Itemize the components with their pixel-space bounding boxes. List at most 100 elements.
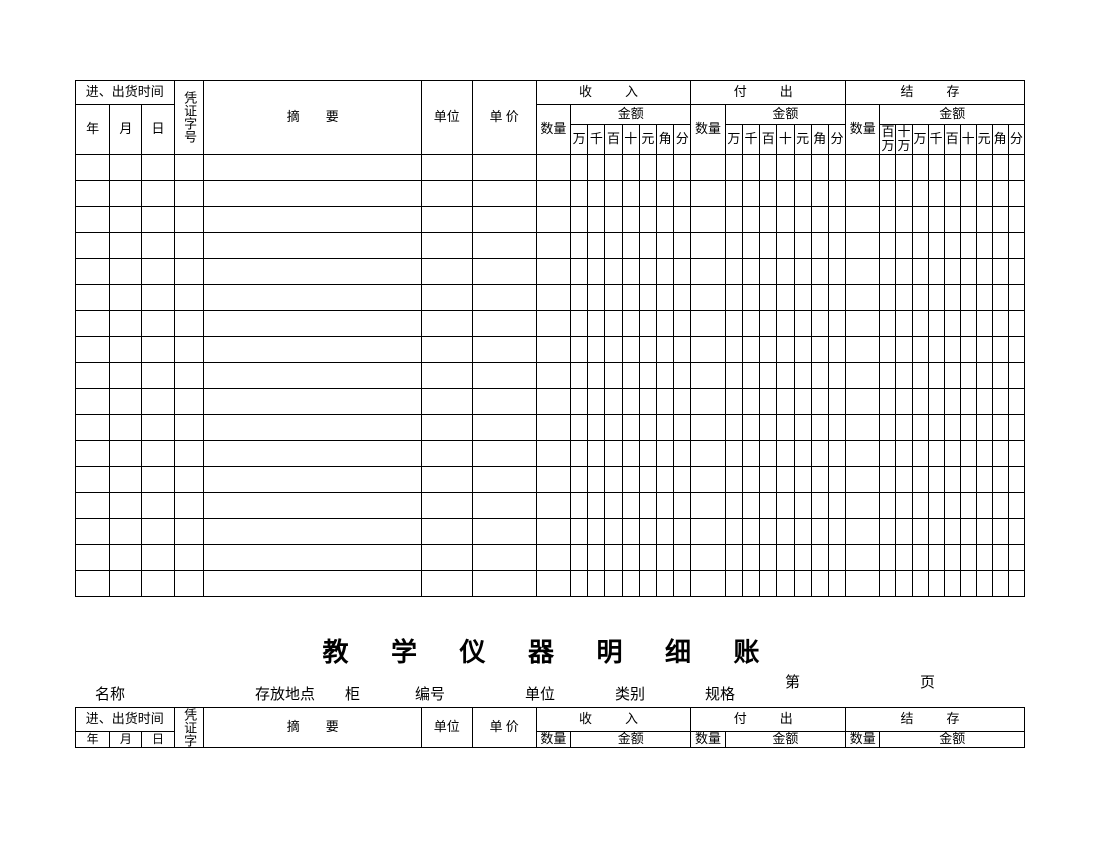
digit-in: 千 [588, 125, 605, 155]
cell [742, 466, 759, 492]
cell [880, 180, 896, 206]
table-row [76, 440, 1025, 466]
cell [691, 154, 725, 180]
hdr-voucher: 凭证字号 [174, 81, 204, 155]
cell [992, 154, 1008, 180]
cell [472, 440, 536, 466]
table-row [76, 180, 1025, 206]
cell [622, 336, 639, 362]
cell [142, 336, 174, 362]
cell [691, 544, 725, 570]
cell [725, 518, 742, 544]
cell [944, 258, 960, 284]
cell [536, 362, 570, 388]
table-row [76, 414, 1025, 440]
cell [571, 440, 588, 466]
cell [76, 336, 110, 362]
cell [76, 544, 110, 570]
cell [422, 570, 472, 596]
cell [174, 206, 204, 232]
cell [472, 570, 536, 596]
cell [571, 154, 588, 180]
cell [912, 518, 928, 544]
cell [828, 232, 845, 258]
cell [605, 362, 622, 388]
cell [691, 310, 725, 336]
cell [422, 284, 472, 310]
cell [794, 232, 811, 258]
cell [1008, 570, 1024, 596]
cell [571, 206, 588, 232]
cell [976, 518, 992, 544]
cell [760, 180, 777, 206]
cell [896, 336, 912, 362]
cell [811, 336, 828, 362]
cell [828, 362, 845, 388]
cell [472, 466, 536, 492]
cell [674, 492, 691, 518]
cell [656, 466, 673, 492]
cell [880, 336, 896, 362]
cell [944, 544, 960, 570]
cell [928, 258, 944, 284]
cell [880, 154, 896, 180]
hdr-price: 单 价 [472, 81, 536, 155]
cell [536, 440, 570, 466]
cell [794, 154, 811, 180]
cell [777, 232, 794, 258]
cell [944, 154, 960, 180]
cell [976, 440, 992, 466]
cell [422, 544, 472, 570]
cell [110, 362, 142, 388]
cell [1008, 258, 1024, 284]
cell [960, 388, 976, 414]
cell [742, 310, 759, 336]
cell [536, 232, 570, 258]
cell [656, 518, 673, 544]
cell [846, 258, 880, 284]
cell [760, 206, 777, 232]
table-row [76, 466, 1025, 492]
cell [142, 284, 174, 310]
cell [422, 492, 472, 518]
cell [691, 466, 725, 492]
cell [142, 466, 174, 492]
cell [944, 284, 960, 310]
cell [896, 206, 912, 232]
cell [794, 284, 811, 310]
cell [142, 310, 174, 336]
cell [142, 518, 174, 544]
meta-name: 名称 [95, 683, 255, 705]
cell [777, 206, 794, 232]
cell [605, 310, 622, 336]
cell [928, 310, 944, 336]
cell [928, 362, 944, 388]
cell [472, 232, 536, 258]
cell [588, 284, 605, 310]
cell [976, 154, 992, 180]
cell [605, 154, 622, 180]
cell [174, 492, 204, 518]
cell [656, 492, 673, 518]
digit-out: 角 [811, 125, 828, 155]
cell [422, 310, 472, 336]
cell [536, 518, 570, 544]
cell [992, 466, 1008, 492]
cell [976, 310, 992, 336]
cell [639, 570, 656, 596]
cell [896, 232, 912, 258]
cell [1008, 180, 1024, 206]
cell [76, 466, 110, 492]
cell [422, 362, 472, 388]
cell [928, 570, 944, 596]
digit-out: 千 [742, 125, 759, 155]
cell [742, 440, 759, 466]
cell [674, 414, 691, 440]
cell [110, 414, 142, 440]
cell [896, 466, 912, 492]
cell [794, 388, 811, 414]
cell [811, 258, 828, 284]
cell [588, 570, 605, 596]
cell [880, 544, 896, 570]
cell [912, 232, 928, 258]
